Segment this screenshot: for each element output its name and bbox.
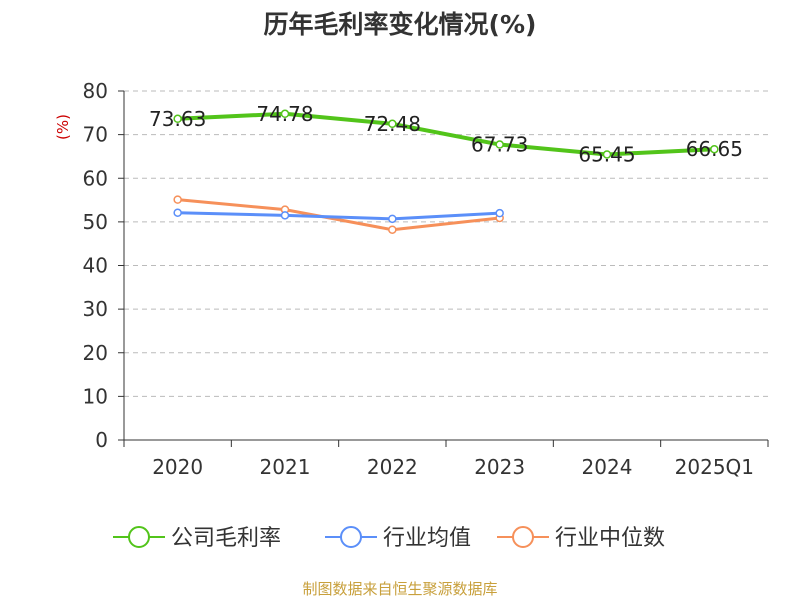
y-tick-label: 0 [95,428,108,452]
x-tick-label: 2024 [582,455,633,479]
axes: 0 10 20 30 40 50 60 70 80 2020 2021 2022 2023 2024 202… [83,79,769,479]
gridlines [124,90,768,397]
data-point [173,114,182,124]
x-tick-label: 2023 [474,455,525,479]
x-tick-label: 2025Q1 [675,455,754,479]
y-tick-label: 50 [83,210,108,234]
legend-label: 行业中位数 [555,526,665,551]
legend[interactable]: 公司毛利率 行业均值 行业中位数 [113,526,665,551]
data-point [173,195,182,204]
data-labels: 73.63 74.78 72.48 67.73 65.45 66.65 [149,102,743,167]
legend-marker [340,526,362,548]
y-tick-label: 60 [83,166,108,190]
y-tick-label: 80 [83,79,108,103]
y-tick-label: 40 [83,254,108,278]
x-tick-label: 2022 [367,455,418,479]
series-lines [173,109,719,234]
legend-marker [512,526,534,548]
legend-label: 行业均值 [383,526,471,551]
data-label: 67.73 [471,133,528,157]
y-tick-label: 10 [83,384,108,408]
legend-item-2[interactable]: 行业中位数 [497,526,665,551]
data-point [495,140,504,149]
legend-item-1[interactable]: 行业均值 [325,526,471,551]
data-point [602,150,612,159]
data-point [280,211,290,220]
x-tick-label: 2020 [152,455,203,479]
legend-item-0[interactable]: 公司毛利率 [113,526,281,551]
series-line [175,111,717,157]
x-tick-label: 2021 [260,455,311,479]
y-tick-label: 20 [83,341,108,365]
data-label: 74.78 [256,102,313,126]
data-point [495,208,504,218]
series-1 [173,208,504,224]
y-tick-label: 30 [83,297,108,321]
data-point [280,109,290,119]
y-tick-label: 70 [83,123,108,147]
data-label: 65.45 [578,142,635,166]
data-label: 72.48 [364,112,421,136]
data-point [173,208,182,217]
data-label: 73.63 [149,107,206,131]
series-line [176,198,502,232]
series-0 [173,109,719,159]
source-note: 制图数据来自恒生聚源数据库 [302,580,497,598]
data-point [388,214,397,224]
legend-label: 公司毛利率 [171,526,281,551]
series-line [176,211,502,221]
data-point [388,119,397,129]
data-point [388,225,397,234]
y-axis-unit-label: (%) [54,114,72,140]
data-label: 66.65 [686,137,743,161]
data-point [710,144,719,154]
legend-marker [128,526,150,548]
chart-title: 历年毛利率变化情况(%) [264,10,537,39]
